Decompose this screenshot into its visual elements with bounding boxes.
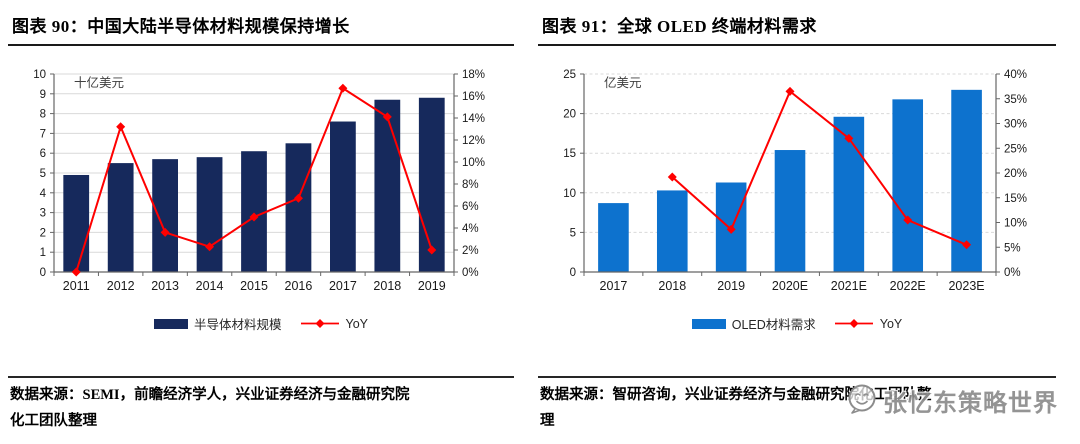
svg-text:15%: 15%	[1004, 193, 1027, 205]
svg-text:2021E: 2021E	[831, 279, 867, 293]
svg-text:0%: 0%	[1004, 267, 1021, 279]
svg-text:18%: 18%	[462, 69, 485, 81]
svg-text:30%: 30%	[1004, 119, 1027, 131]
svg-text:10%: 10%	[462, 157, 485, 169]
svg-text:10: 10	[33, 69, 46, 81]
svg-text:2018: 2018	[658, 279, 686, 293]
line-legend-swatch	[300, 319, 339, 328]
svg-text:4%: 4%	[462, 223, 479, 235]
svg-text:2014: 2014	[196, 279, 224, 293]
svg-text:20%: 20%	[1004, 168, 1027, 180]
svg-text:25%: 25%	[1004, 143, 1027, 155]
svg-text:6: 6	[40, 148, 46, 160]
bar-legend-swatch	[154, 318, 188, 329]
svg-text:0: 0	[570, 267, 576, 279]
svg-text:2013: 2013	[151, 279, 179, 293]
svg-text:亿美元: 亿美元	[604, 75, 642, 90]
svg-text:1: 1	[40, 247, 46, 259]
figure-91-chart-area: 0 5 10 15 20 25 0% 5% 10% 15% 20% 25% 30% 35% 40% 2017 2…	[538, 54, 1056, 306]
bar-legend-label: OLED材料需求	[731, 318, 816, 332]
svg-text:6%: 6%	[462, 201, 479, 213]
svg-text:2017: 2017	[329, 279, 357, 293]
legend-item-bar: OLED材料需求	[691, 314, 816, 333]
svg-text:2019: 2019	[717, 279, 745, 293]
figure-91-title: 图表 91：全球 OLED 终端材料需求	[538, 0, 1056, 46]
source-line-1: 数据来源：SEMI，前瞻经济学人，兴业证券经济与金融研究院	[10, 387, 410, 404]
svg-text:3: 3	[40, 208, 46, 220]
line-legend-label: YoY	[879, 316, 903, 331]
svg-text:2: 2	[40, 227, 46, 239]
legend-item-line: YoY	[834, 317, 902, 331]
svg-text:5: 5	[570, 227, 576, 239]
svg-text:2022E: 2022E	[890, 279, 926, 293]
svg-text:4: 4	[40, 188, 47, 200]
svg-text:2011: 2011	[63, 279, 90, 293]
svg-text:40%: 40%	[1004, 69, 1027, 81]
svg-text:8%: 8%	[462, 179, 479, 191]
svg-text:5%: 5%	[1004, 242, 1021, 254]
source-line-1: 数据来源：智研咨询，兴业证券经济与金融研究院化工团队整	[540, 387, 932, 404]
source-line-2: 化工团队整理	[10, 412, 97, 429]
legend-item-bar: 半导体材料规模	[154, 314, 282, 333]
svg-text:35%: 35%	[1004, 94, 1027, 106]
svg-text:7: 7	[40, 128, 46, 140]
line-legend-label: YoY	[345, 316, 368, 331]
figure-90-source: 数据来源：SEMI，前瞻经济学人，兴业证券经济与金融研究院 化工团队整理	[8, 376, 514, 444]
legend-item-line: YoY	[300, 317, 368, 331]
svg-text:2016: 2016	[285, 279, 313, 293]
figure-91: 图表 91：全球 OLED 终端材料需求 0 5 10 15 20 25 0% 5% 10% 15…	[538, 0, 1057, 444]
semiconductor-materials-combo-chart: 0 1 2 3 4 5 6 7 8 9 10 0% 2% 4% 6% 8% 10% 12% 14% 16% 18% 201…	[33, 69, 485, 293]
oled-materials-combo-chart: 0 5 10 15 20 25 0% 5% 10% 15% 20% 25% 30% 35% 40% 2017 2…	[563, 69, 1027, 293]
svg-text:16%: 16%	[462, 91, 485, 103]
figure-90-chart-area: 0 1 2 3 4 5 6 7 8 9 10 0% 2% 4% 6% 8% 10% 12% 14% 16% 18% 201…	[8, 54, 514, 306]
figure-90-legend: 半导体材料规模 YoY	[8, 314, 514, 333]
svg-text:2015: 2015	[240, 279, 268, 293]
svg-text:2023E: 2023E	[948, 279, 984, 293]
svg-text:2%: 2%	[462, 245, 479, 257]
figure-90-title: 图表 90：中国大陆半导体材料规模保持增长	[8, 0, 514, 46]
svg-text:0%: 0%	[462, 267, 479, 279]
bar-legend-label: 半导体材料规模	[194, 318, 282, 332]
svg-text:2020E: 2020E	[772, 279, 808, 293]
svg-text:14%: 14%	[462, 113, 485, 125]
svg-text:25: 25	[563, 69, 576, 81]
svg-text:15: 15	[563, 148, 576, 160]
svg-text:20: 20	[563, 109, 576, 121]
svg-text:5: 5	[40, 168, 46, 180]
svg-text:2018: 2018	[373, 279, 401, 293]
svg-text:12%: 12%	[462, 135, 485, 147]
svg-text:2012: 2012	[107, 279, 135, 293]
svg-text:十亿美元: 十亿美元	[74, 75, 124, 90]
figure-90: 图表 90：中国大陆半导体材料规模保持增长 0 1 2 3 4 5 6 7 8 9 10 0% 2% 4%…	[8, 0, 514, 444]
svg-text:10: 10	[563, 188, 576, 200]
source-line-2: 理	[540, 412, 555, 429]
svg-text:2017: 2017	[600, 279, 628, 293]
svg-text:10%: 10%	[1004, 218, 1027, 230]
svg-text:9: 9	[40, 89, 46, 101]
line-legend-swatch	[834, 319, 873, 328]
figure-91-legend: OLED材料需求 YoY	[538, 314, 1056, 333]
figure-91-source: 数据来源：智研咨询，兴业证券经济与金融研究院化工团队整 理	[538, 376, 1056, 444]
svg-text:0: 0	[40, 267, 46, 279]
svg-text:8: 8	[40, 109, 46, 121]
svg-text:2019: 2019	[418, 279, 446, 293]
bar-legend-swatch	[691, 318, 726, 329]
